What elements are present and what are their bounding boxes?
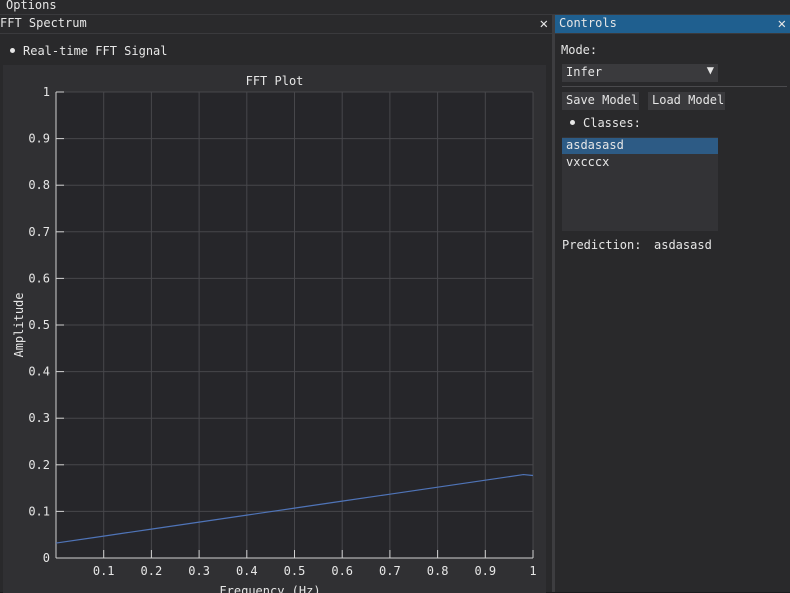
chevron-down-icon: ▼ (706, 63, 714, 77)
plot-series (55, 473, 534, 544)
mode-select-value: Infer (566, 65, 603, 79)
y-tick-label: 0.7 (28, 225, 50, 239)
classes-label: Classes: (583, 116, 641, 130)
x-tick-label: 0.7 (379, 564, 401, 578)
x-tick-label: 0.6 (331, 564, 353, 578)
prediction-label: Prediction: (562, 238, 642, 252)
class-item-label: asdasasd (566, 138, 624, 152)
y-tick-label: 0.2 (28, 458, 50, 472)
x-tick-label: 0.4 (236, 564, 258, 578)
load-model-label: Load Model (652, 93, 725, 107)
x-tick-label: 0.8 (427, 564, 449, 578)
fft-window-close-icon[interactable]: ✕ (539, 16, 548, 32)
x-axis-label: Frequency (Hz) (219, 584, 320, 593)
menu-options[interactable]: Options (6, 0, 57, 12)
fft-spectrum-window: FFT Spectrum ✕ Real-time FFT Signal FFT … (0, 15, 552, 593)
y-tick-label: 0.3 (28, 411, 50, 425)
controls-window: Controls ✕ Mode: Infer ▼ Save Model Load… (555, 15, 790, 592)
x-tick-label: 1 (529, 564, 536, 578)
controls-window-close-icon[interactable]: ✕ (777, 16, 786, 32)
save-model-button[interactable]: Save Model (562, 92, 639, 110)
bullet-icon (10, 48, 15, 53)
separator (562, 86, 787, 87)
fft-window-title: FFT Spectrum (0, 16, 87, 30)
plot-grid (56, 91, 534, 559)
y-tick-label: 0.9 (28, 132, 50, 146)
y-tick-label: 0.5 (28, 318, 50, 332)
y-axis-label: Amplitude (12, 292, 26, 357)
x-tick-label: 0.3 (188, 564, 210, 578)
save-model-label: Save Model (566, 93, 639, 107)
y-tick-label: 0.4 (28, 365, 50, 379)
classes-tree-node[interactable]: Classes: (570, 116, 641, 130)
classes-listbox[interactable]: asdasasd vxcccx (562, 137, 718, 231)
series-line (55, 473, 534, 544)
x-tick-label: 0.2 (141, 564, 163, 578)
y-tick-label: 0.6 (28, 271, 50, 285)
controls-window-title: Controls (559, 16, 617, 30)
y-tick-label: 0.1 (28, 504, 50, 518)
x-tick-label: 0.5 (284, 564, 306, 578)
y-tick-label: 0 (43, 551, 50, 565)
class-item-label: vxcccx (566, 155, 610, 169)
fft-plot-frame[interactable]: FFT Plot 0.1 0.2 0.3 0.4 0.5 0.6 0.7 0.8 0.9 1 0 0.… (3, 65, 546, 593)
x-tick-label: 0.1 (93, 564, 115, 578)
class-item[interactable]: asdasasd (562, 138, 718, 154)
plot-axes (55, 91, 534, 559)
mode-select[interactable]: Infer ▼ (562, 63, 718, 82)
plot-tick-labels: 0.1 0.2 0.3 0.4 0.5 0.6 0.7 0.8 0.9 1 0 0.1 0.2 0.3 0.… (28, 85, 536, 578)
tree-node-label: Real-time FFT Signal (23, 44, 168, 58)
realtime-fft-tree-node[interactable]: Real-time FFT Signal (10, 44, 168, 58)
x-tick-label: 0.9 (474, 564, 496, 578)
y-tick-label: 0.8 (28, 178, 50, 192)
class-item[interactable]: vxcccx (562, 155, 718, 171)
bullet-icon (570, 120, 575, 125)
menu-bar: Options (0, 0, 790, 15)
mode-label: Mode: (561, 43, 598, 57)
plot-title: FFT Plot (245, 74, 304, 88)
controls-window-titlebar[interactable]: Controls ✕ (555, 15, 790, 34)
prediction-value: asdasasd (654, 238, 712, 252)
load-model-button[interactable]: Load Model (648, 92, 725, 110)
fft-window-titlebar[interactable]: FFT Spectrum ✕ (0, 15, 552, 34)
window-splitter[interactable] (552, 15, 555, 592)
fft-plot-canvas[interactable]: 0.1 0.2 0.3 0.4 0.5 0.6 0.7 0.8 0.9 1 0 0.1 0.2 0.3 0.… (3, 65, 546, 593)
y-tick-label: 1 (43, 85, 50, 99)
